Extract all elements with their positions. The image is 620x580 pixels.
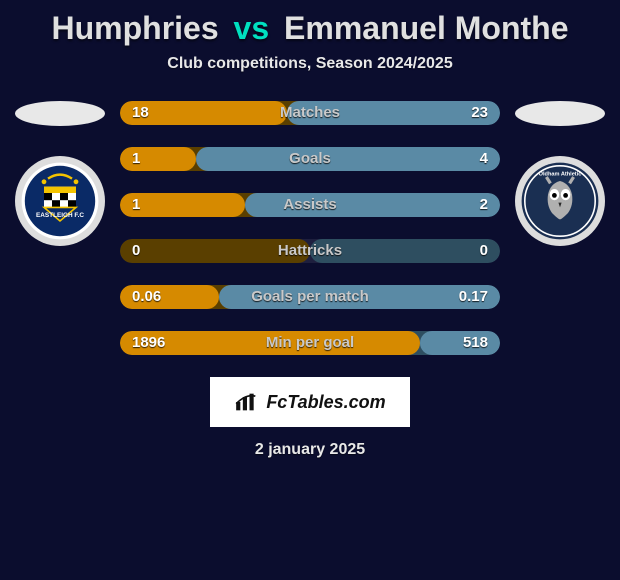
eastleigh-crest-icon: EASTLEIGH F.C xyxy=(20,161,100,241)
fctables-badge: FcTables.com xyxy=(210,377,410,427)
stat-value-right: 4 xyxy=(480,147,488,171)
oldham-crest: Oldham Athletic xyxy=(515,156,605,246)
fctables-label: FcTables.com xyxy=(266,392,385,413)
right-oval-placeholder xyxy=(515,101,605,126)
right-side: Oldham Athletic xyxy=(510,101,610,246)
stat-value-left: 1 xyxy=(132,193,140,217)
oldham-crest-icon: Oldham Athletic xyxy=(520,161,600,241)
svg-text:EASTLEIGH F.C: EASTLEIGH F.C xyxy=(36,212,84,219)
date-label: 2 january 2025 xyxy=(255,441,365,459)
stat-value-left: 18 xyxy=(132,101,149,125)
player2-name: Emmanuel Monthe xyxy=(284,10,568,46)
stat-value-right: 0.17 xyxy=(459,285,488,309)
stat-label: Goals xyxy=(120,147,500,171)
stat-row: Goals1 4 xyxy=(120,147,500,171)
stat-value-right: 0 xyxy=(480,239,488,263)
player1-name: Humphries xyxy=(52,10,219,46)
stat-row: Hattricks0 0 xyxy=(120,239,500,263)
stat-value-left: 0 xyxy=(132,239,140,263)
eastleigh-crest: EASTLEIGH F.C xyxy=(15,156,105,246)
stat-row: Assists1 2 xyxy=(120,193,500,217)
vs-label: vs xyxy=(234,10,270,46)
stat-value-left: 1896 xyxy=(132,331,165,355)
comparison-card: Humphries vs Emmanuel Monthe Club compet… xyxy=(0,0,620,459)
stat-value-left: 1 xyxy=(132,147,140,171)
fctables-icon xyxy=(234,392,260,412)
stat-value-right: 2 xyxy=(480,193,488,217)
stat-row: Goals per match0.06 0.17 xyxy=(120,285,500,309)
stat-value-right: 23 xyxy=(471,101,488,125)
stat-label: Goals per match xyxy=(120,285,500,309)
stat-value-right: 518 xyxy=(463,331,488,355)
svg-text:Oldham Athletic: Oldham Athletic xyxy=(539,171,582,177)
main-content: EASTLEIGH F.C Matches1823Goals14Assists1… xyxy=(0,101,620,355)
page-title: Humphries vs Emmanuel Monthe xyxy=(52,10,569,47)
subtitle: Club competitions, Season 2024/2025 xyxy=(167,55,452,73)
stat-label: Hattricks xyxy=(120,239,500,263)
stat-row: Min per goal1896 518 xyxy=(120,331,500,355)
stats-panel: Matches1823Goals14Assists12Hattricks00Go… xyxy=(110,101,510,355)
stat-label: Min per goal xyxy=(120,331,500,355)
stat-row: Matches18 23 xyxy=(120,101,500,125)
stat-label: Assists xyxy=(120,193,500,217)
left-oval-placeholder xyxy=(15,101,105,126)
stat-label: Matches xyxy=(120,101,500,125)
stat-value-left: 0.06 xyxy=(132,285,161,309)
left-side: EASTLEIGH F.C xyxy=(10,101,110,246)
